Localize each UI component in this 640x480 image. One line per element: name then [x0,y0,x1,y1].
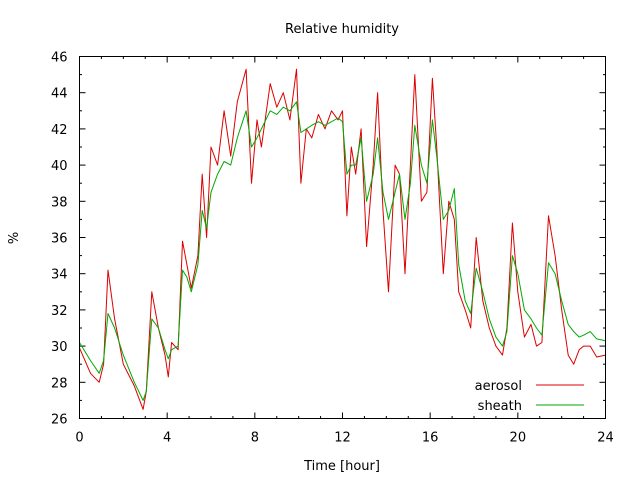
x-tick-label: 4 [163,431,171,446]
y-tick-label: 32 [51,304,68,319]
y-tick-label: 30 [51,340,68,355]
legend-label-sheath: sheath [478,399,522,414]
series-line-sheath [79,101,606,401]
plot-frame [79,56,606,419]
y-tick-label: 42 [51,123,68,138]
y-tick-label: 44 [51,87,68,102]
y-tick-label: 26 [51,413,68,428]
y-tick-label: 38 [51,195,68,210]
x-tick-label: 16 [422,431,439,446]
x-tick-label: 12 [334,431,351,446]
x-tick-label: 20 [510,431,527,446]
y-tick-label: 40 [51,159,68,174]
x-tick-label: 0 [75,431,83,446]
chart-title: Relative humidity [285,22,399,37]
x-tick-label: 24 [597,431,614,446]
y-axis-label: % [7,232,22,244]
x-tick-label: 8 [251,431,259,446]
series-line-aerosol [79,68,606,410]
y-tick-label: 36 [51,232,68,247]
x-axis-label: Time [hour] [303,459,380,474]
y-tick-label: 46 [51,51,68,66]
y-tick-label: 34 [51,268,68,283]
y-tick-label: 28 [51,376,68,391]
legend: aerosol sheath [475,379,584,414]
legend-label-aerosol: aerosol [475,379,522,394]
